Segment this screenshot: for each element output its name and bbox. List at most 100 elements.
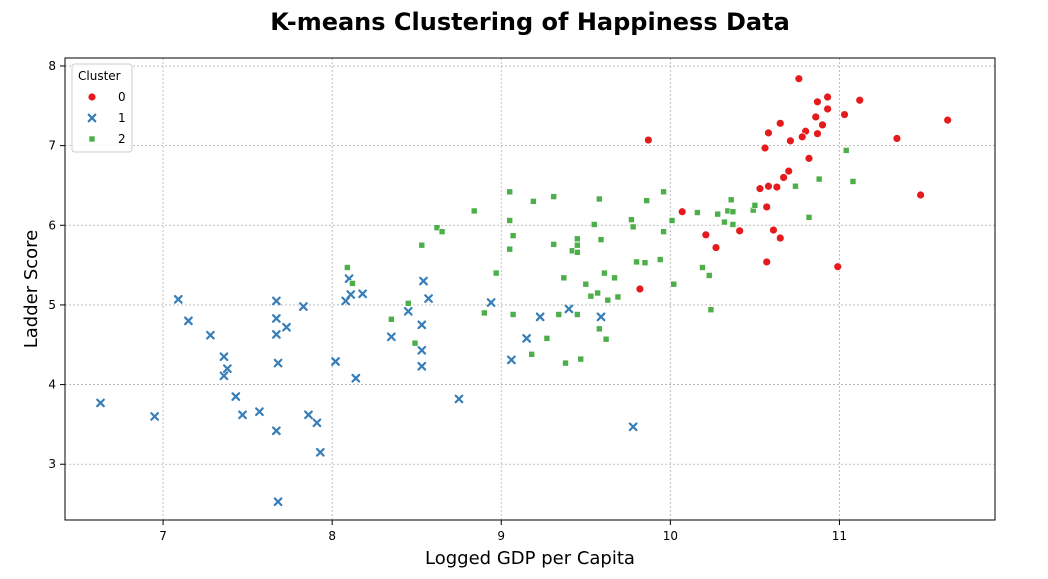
data-point-cluster-2 [574, 235, 581, 243]
data-point-cluster-0 [762, 257, 772, 267]
data-point-cluster-0 [823, 104, 832, 114]
data-point-cluster-2 [506, 217, 514, 224]
data-point-cluster-2 [849, 178, 857, 185]
data-point-cluster-2 [550, 241, 557, 248]
data-point-cluster-2 [705, 272, 713, 279]
data-point-cluster-0 [701, 230, 711, 240]
data-point-cluster-0 [786, 136, 795, 146]
legend-marker-cluster-1 [87, 113, 97, 123]
data-point-cluster-1 [315, 447, 325, 457]
data-point-cluster-0 [892, 134, 902, 143]
data-point-cluster-2 [433, 224, 441, 231]
data-point-cluster-1 [417, 361, 427, 371]
data-point-cluster-2 [614, 293, 622, 301]
data-point-cluster-0 [772, 182, 782, 192]
data-point-cluster-0 [823, 92, 832, 102]
data-point-cluster-2 [574, 249, 581, 256]
data-point-cluster-1 [273, 497, 283, 507]
data-point-cluster-2 [597, 236, 605, 243]
data-point-cluster-0 [764, 181, 773, 191]
legend-marker-cluster-2 [88, 135, 96, 143]
data-point-cluster-0 [769, 225, 778, 235]
data-point-cluster-2 [590, 221, 598, 228]
data-point-cluster-1 [173, 294, 183, 304]
x-tick-label: 11 [832, 529, 847, 543]
data-point-cluster-1 [219, 371, 229, 381]
data-point-cluster-0 [764, 128, 773, 138]
legend-box [71, 63, 133, 153]
data-point-cluster-1 [273, 358, 283, 368]
data-point-cluster-2 [404, 300, 412, 307]
data-point-cluster-1 [351, 373, 361, 383]
data-point-cluster-2 [707, 306, 715, 314]
data-point-cluster-1 [486, 298, 496, 307]
data-point-cluster-2 [660, 188, 667, 196]
data-point-cluster-2 [582, 280, 590, 288]
data-point-cluster-0 [818, 120, 827, 130]
data-point-cluster-1 [358, 289, 367, 299]
data-point-cluster-2 [694, 209, 701, 216]
legend: Cluster 0 1 2 [71, 63, 133, 153]
data-point-cluster-2 [629, 223, 637, 231]
data-point-cluster-2 [506, 188, 514, 196]
data-point-cluster-1 [628, 422, 638, 432]
x-tick-label: 7 [159, 529, 167, 543]
data-point-cluster-2 [714, 210, 721, 218]
data-point-cluster-0 [760, 143, 770, 153]
grid [65, 58, 995, 520]
data-point-cluster-0 [779, 173, 789, 182]
data-point-cluster-2 [792, 182, 799, 190]
data-point-cluster-2 [587, 292, 595, 300]
data-point-cluster-1 [299, 302, 308, 311]
data-point-cluster-2 [727, 196, 735, 204]
data-point-cluster-2 [721, 218, 728, 226]
data-point-cluster-0 [855, 95, 865, 105]
data-point-cluster-1 [386, 332, 396, 342]
data-point-cluster-1 [304, 410, 313, 420]
data-point-cluster-0 [762, 202, 772, 212]
data-point-cluster-2 [729, 208, 737, 216]
data-point-cluster-2 [506, 245, 514, 253]
data-point-cluster-1 [238, 410, 247, 420]
legend-label-cluster-2: 2 [118, 132, 126, 146]
data-point-cluster-2 [509, 232, 517, 239]
data-point-cluster-1 [271, 296, 281, 306]
x-tick-label: 9 [497, 529, 505, 543]
data-point-cluster-1 [535, 312, 545, 322]
data-point-cluster-1 [454, 394, 464, 404]
legend-marker-cluster-0 [87, 92, 97, 102]
data-point-cluster-2 [470, 207, 478, 215]
data-point-cluster-1 [231, 392, 241, 401]
x-axis-label: Logged GDP per Capita [425, 548, 635, 569]
data-point-cluster-2 [604, 296, 612, 304]
y-tick-label: 4 [48, 378, 56, 392]
data-point-cluster-2 [656, 256, 664, 263]
data-point-cluster-1 [522, 333, 532, 343]
data-point-cluster-1 [219, 352, 229, 362]
data-point-cluster-2 [555, 311, 563, 318]
data-point-cluster-0 [943, 115, 953, 125]
data-point-cluster-2 [611, 274, 618, 282]
data-point-cluster-2 [388, 315, 395, 323]
plot-area-frame [64, 57, 996, 521]
chart-title: K-means Clustering of Happiness Data [270, 8, 790, 36]
data-point-cluster-2 [641, 259, 649, 267]
data-point-cluster-1 [255, 407, 264, 417]
data-point-cluster-2 [670, 280, 678, 288]
data-point-cluster-2 [543, 335, 551, 342]
data-point-cluster-0 [794, 74, 804, 84]
data-point-cluster-1 [150, 412, 160, 421]
data-point-cluster-2 [562, 359, 569, 367]
data-point-cluster-0 [677, 207, 687, 217]
data-point-cluster-0 [711, 243, 721, 252]
data-point-cluster-1 [419, 276, 428, 286]
data-point-cluster-1 [596, 312, 606, 322]
y-tick-label: 5 [48, 298, 56, 312]
data-point-cluster-2 [668, 217, 676, 224]
data-point-cluster-2 [528, 351, 535, 358]
data-point-cluster-2 [643, 197, 650, 204]
data-point-cluster-0 [775, 118, 785, 128]
data-point-cluster-2 [349, 280, 356, 287]
